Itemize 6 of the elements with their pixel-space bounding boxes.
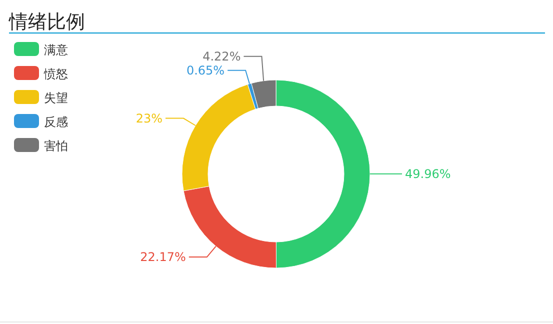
title: 情绪比例	[9, 11, 85, 33]
legend-label: 愤怒	[43, 67, 68, 81]
legend-label: 满意	[44, 43, 68, 57]
legend-label: 失望	[44, 91, 68, 105]
legend-label: 害怕	[44, 139, 68, 153]
legend-label: 反感	[44, 115, 68, 129]
